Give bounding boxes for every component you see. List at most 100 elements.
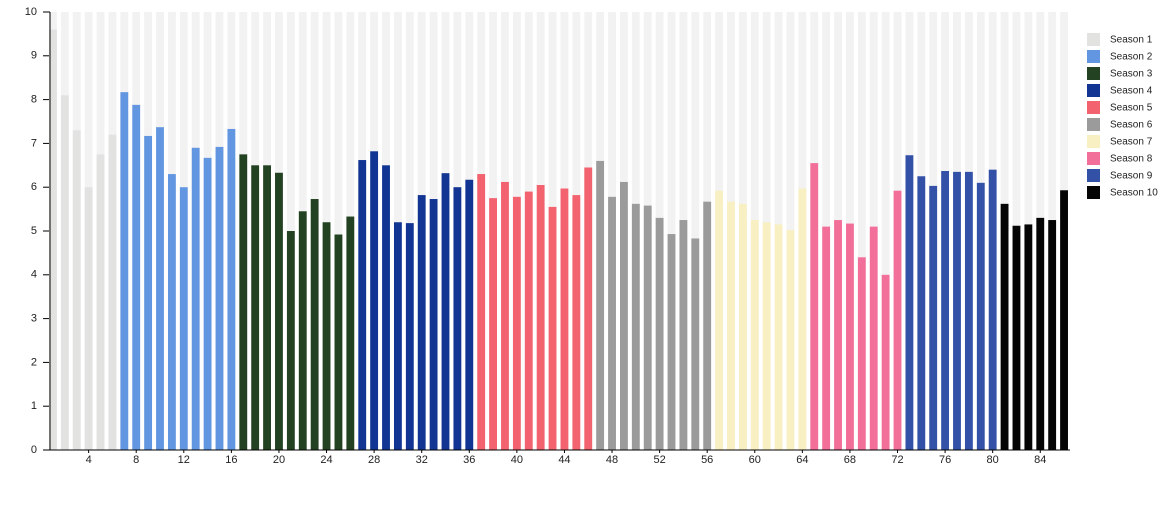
- bar: [976, 182, 985, 450]
- bar: [346, 216, 355, 450]
- bar: [298, 211, 307, 450]
- bar: [108, 134, 117, 450]
- legend-label: Season 4: [1110, 86, 1153, 97]
- bar: [953, 171, 961, 450]
- bar: [465, 179, 474, 450]
- x-tick-label: 32: [416, 454, 428, 466]
- bar: [239, 154, 248, 450]
- legend-swatch: [1087, 118, 1100, 131]
- y-tick-label: 0: [31, 444, 37, 456]
- bar: [1024, 224, 1033, 450]
- background-bar: [667, 12, 676, 450]
- bar: [1036, 217, 1045, 450]
- bar: [786, 230, 795, 450]
- bar: [227, 128, 236, 451]
- legend-swatch: [1087, 101, 1100, 114]
- bar: [584, 167, 593, 451]
- y-tick-label: 1: [31, 400, 37, 412]
- legend-label: Season 8: [1110, 154, 1153, 165]
- bar: [608, 196, 616, 450]
- bar: [893, 190, 902, 451]
- legend-label: Season 9: [1110, 171, 1153, 182]
- legend-swatch: [1087, 152, 1100, 165]
- bar: [286, 231, 295, 450]
- bar: [691, 238, 700, 450]
- x-tick-label: 72: [891, 454, 903, 466]
- bar: [738, 203, 747, 450]
- x-tick-label: 16: [225, 454, 237, 466]
- bar: [715, 190, 724, 451]
- bar: [49, 29, 57, 451]
- bar: [988, 169, 997, 450]
- x-tick-label: 64: [796, 454, 808, 466]
- x-tick-label: 12: [178, 454, 190, 466]
- bar: [84, 187, 93, 450]
- bar: [857, 257, 866, 450]
- bar: [750, 220, 759, 450]
- bar: [548, 206, 557, 450]
- bar: [405, 223, 414, 450]
- bar: [453, 187, 462, 450]
- bar: [191, 147, 200, 450]
- bar: [156, 127, 164, 450]
- bar: [869, 226, 878, 450]
- legend-label: Season 7: [1110, 137, 1153, 148]
- bar: [215, 146, 224, 451]
- bar: [619, 181, 628, 450]
- bar: [179, 187, 188, 450]
- x-tick-label: 52: [653, 454, 665, 466]
- x-tick-label: 44: [558, 454, 570, 466]
- bar: [822, 226, 831, 450]
- bar: [370, 151, 379, 450]
- bar: [263, 165, 271, 451]
- bar: [964, 171, 973, 450]
- bar: [203, 157, 212, 450]
- legend-swatch: [1087, 169, 1100, 182]
- bar: [536, 185, 545, 450]
- bar: [322, 222, 331, 450]
- y-tick-label: 2: [31, 356, 37, 368]
- bar: [905, 155, 914, 450]
- legend-swatch: [1087, 84, 1100, 97]
- bar: [1048, 220, 1057, 450]
- legend-label: Season 2: [1110, 52, 1153, 63]
- y-tick-label: 6: [31, 181, 37, 193]
- y-tick-label: 3: [31, 313, 37, 325]
- x-tick-label: 36: [463, 454, 475, 466]
- x-tick-label: 28: [368, 454, 380, 466]
- bar: [1012, 225, 1021, 450]
- bar: [703, 201, 712, 450]
- legend-swatch: [1087, 67, 1100, 80]
- bar: [846, 223, 854, 450]
- y-tick-label: 9: [31, 50, 37, 62]
- bar: [132, 104, 141, 450]
- x-tick-label: 60: [749, 454, 761, 466]
- bar: [310, 199, 319, 450]
- bar: [643, 205, 652, 450]
- bar: [60, 95, 69, 450]
- background-bar: [691, 12, 700, 450]
- x-tick-label: 20: [273, 454, 285, 466]
- bar: [631, 203, 640, 450]
- bar: [596, 160, 605, 451]
- bar: [655, 217, 664, 450]
- y-tick-label: 8: [31, 94, 37, 106]
- bar: [417, 195, 426, 450]
- y-tick-label: 5: [31, 225, 37, 237]
- bar: [251, 165, 260, 451]
- bar: [167, 174, 176, 450]
- bar: [1000, 203, 1009, 450]
- bar: [941, 170, 950, 450]
- legend-swatch: [1087, 33, 1100, 46]
- bar: [679, 220, 688, 450]
- bar: [120, 92, 129, 451]
- background-bar: [857, 12, 866, 450]
- bar: [929, 185, 938, 451]
- legend-label: Season 1: [1110, 35, 1153, 46]
- bar: [798, 188, 807, 450]
- legend-label: Season 10: [1110, 188, 1158, 199]
- legend-swatch: [1087, 50, 1100, 63]
- bar: [489, 198, 498, 450]
- bar: [762, 222, 771, 450]
